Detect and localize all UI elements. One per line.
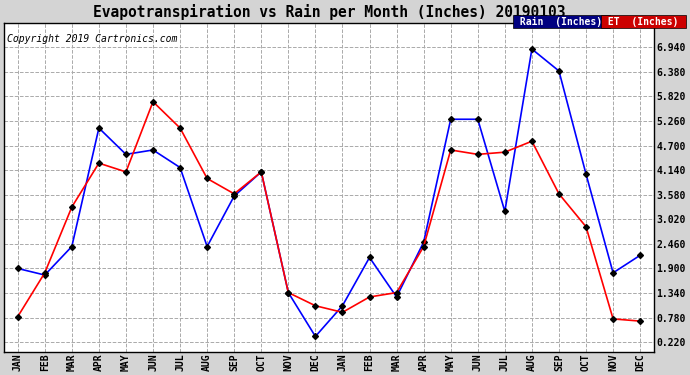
Title: Evapotranspiration vs Rain per Month (Inches) 20190103: Evapotranspiration vs Rain per Month (In… [92,4,565,20]
Text: Rain  (Inches): Rain (Inches) [514,17,608,27]
Text: Copyright 2019 Cartronics.com: Copyright 2019 Cartronics.com [7,34,177,44]
Text: ET  (Inches): ET (Inches) [602,17,684,27]
